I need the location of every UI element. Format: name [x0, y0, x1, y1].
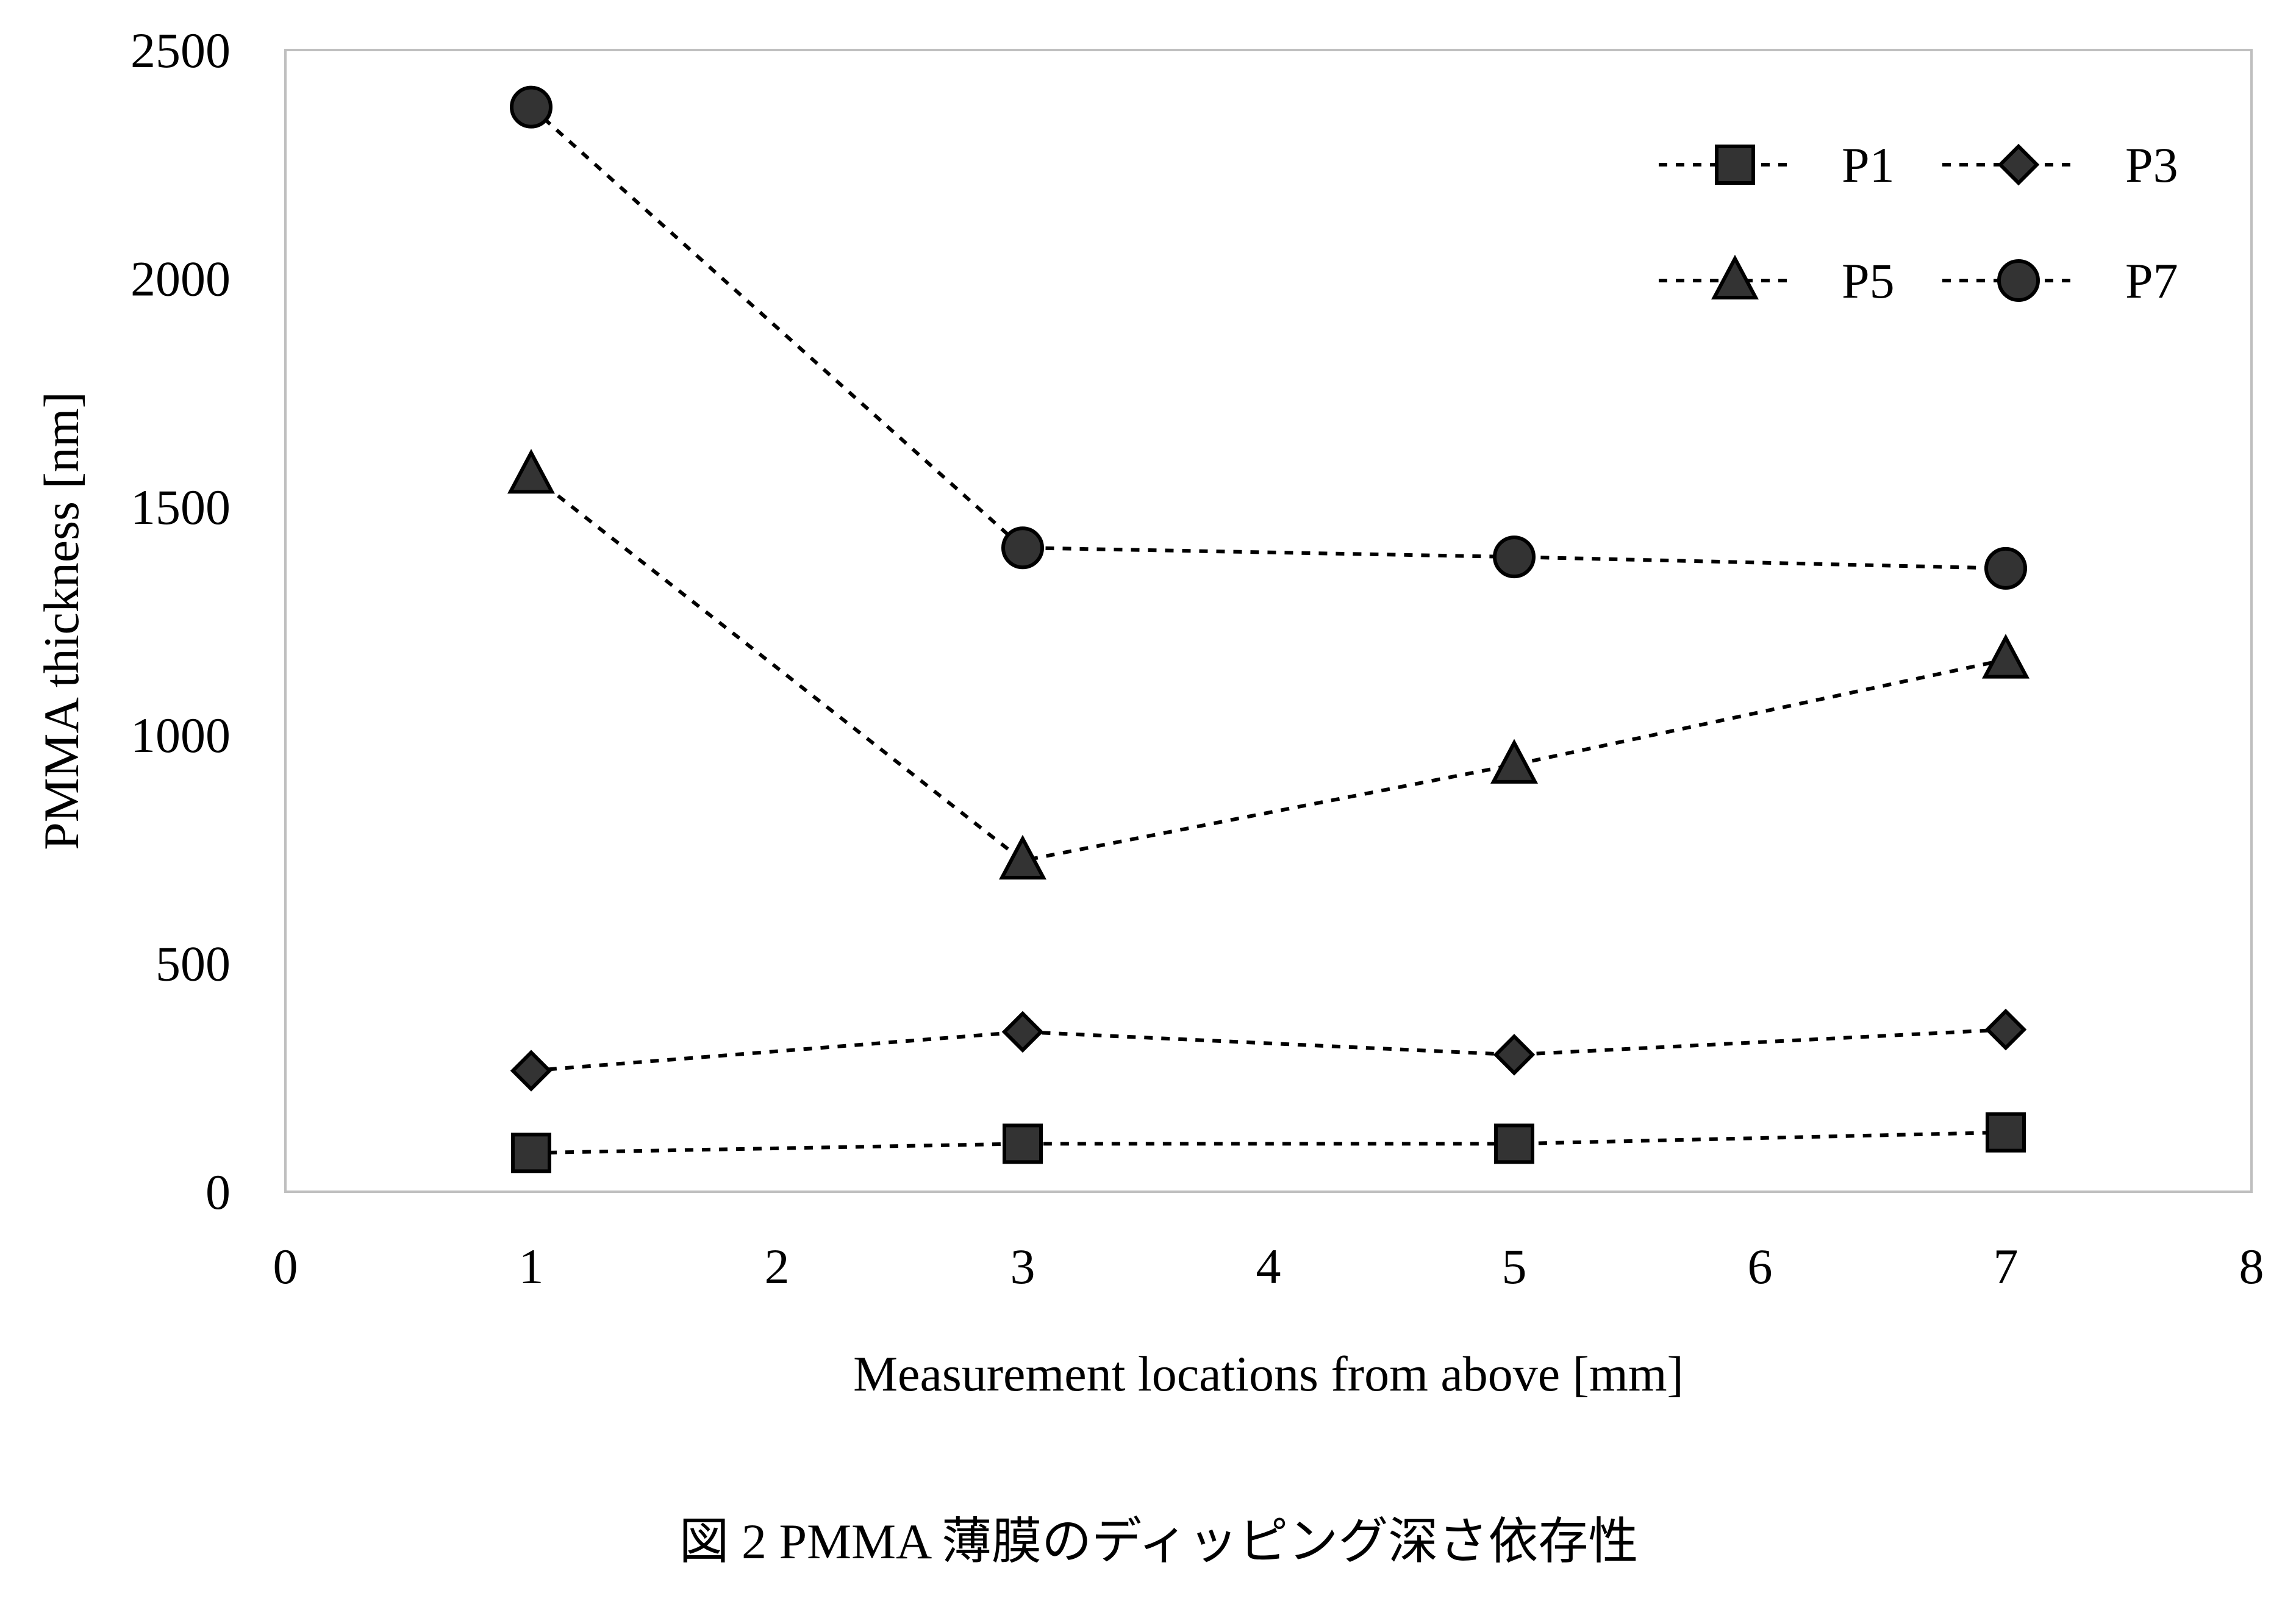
- legend: P1 P3 P5 P7: [1659, 137, 2178, 309]
- data-point-p7: [1493, 535, 1536, 579]
- figure-caption: 図 2 PMMA 薄膜のディッピング深さ依存性: [679, 1514, 1639, 1569]
- y-axis-ticks: 0 500 1000 1500 2000 2500: [131, 23, 231, 1220]
- data-point-p7: [1001, 526, 1044, 570]
- x-tick-label: 6: [1748, 1239, 1773, 1294]
- x-tick-label: 8: [2239, 1239, 2264, 1294]
- x-tick-label: 2: [765, 1239, 790, 1294]
- x-tick-label: 3: [1010, 1239, 1035, 1294]
- plot-area: [284, 49, 2253, 1193]
- data-point-p7: [510, 85, 553, 129]
- legend-label-p3: P3: [2125, 137, 2178, 193]
- x-axis-title: Measurement locations from above [mm]: [853, 1346, 1684, 1402]
- data-point-p1: [511, 1133, 551, 1173]
- y-tick-label: 1500: [131, 479, 231, 535]
- y-axis-title: PMMA thickness [nm]: [34, 392, 89, 850]
- legend-marker-p3: [1997, 143, 2040, 186]
- x-tick-label: 0: [273, 1239, 298, 1294]
- data-point-p1: [1494, 1123, 1534, 1164]
- data-point-p3: [1493, 1034, 1536, 1076]
- legend-marker-p7: [1997, 259, 2040, 302]
- series-p1: [511, 1112, 2026, 1173]
- legend-marker-p5: [1711, 254, 1759, 299]
- data-point-p5: [1490, 739, 1538, 784]
- legend-label-p5: P5: [1842, 253, 1895, 309]
- y-tick-label: 1000: [131, 707, 231, 763]
- series-line-p1: [531, 1130, 2006, 1155]
- legend-label-p1: P1: [1842, 137, 1895, 193]
- data-point-p5: [1982, 634, 2030, 679]
- x-tick-label: 5: [1502, 1239, 1527, 1294]
- series-p7: [510, 85, 2027, 590]
- x-tick-label: 7: [1994, 1239, 2019, 1294]
- data-point-p7: [1984, 546, 2027, 590]
- series-p3: [510, 1008, 2027, 1092]
- legend-label-p7: P7: [2125, 253, 2178, 309]
- legend-marker-p1: [1715, 145, 1755, 185]
- data-point-p5: [999, 834, 1046, 880]
- data-point-p3: [1001, 1011, 1044, 1053]
- y-tick-label: 2000: [131, 251, 231, 306]
- series-p5: [507, 448, 2030, 880]
- data-point-p1: [1003, 1123, 1043, 1164]
- legend-item-p1: P1: [1659, 137, 1895, 193]
- y-tick-label: 500: [156, 936, 231, 992]
- data-point-p5: [507, 448, 555, 494]
- legend-item-p3: P3: [1942, 137, 2178, 193]
- series-line-p7: [529, 106, 2006, 570]
- series-line-p3: [531, 1028, 2006, 1073]
- legend-item-p5: P5: [1659, 253, 1895, 309]
- series-line-p5: [530, 473, 2006, 863]
- x-tick-label: 1: [519, 1239, 544, 1294]
- y-tick-label: 2500: [131, 23, 231, 78]
- data-point-p3: [510, 1050, 553, 1092]
- data-point-p3: [1984, 1008, 2027, 1051]
- legend-item-p7: P7: [1942, 253, 2178, 309]
- x-tick-label: 4: [1256, 1239, 1281, 1294]
- data-point-p1: [1986, 1112, 2026, 1153]
- x-axis-ticks: 0 1 2 3 4 5 6 7 8: [273, 1239, 2264, 1294]
- y-tick-label: 0: [206, 1164, 231, 1220]
- series-layer: [507, 85, 2030, 1173]
